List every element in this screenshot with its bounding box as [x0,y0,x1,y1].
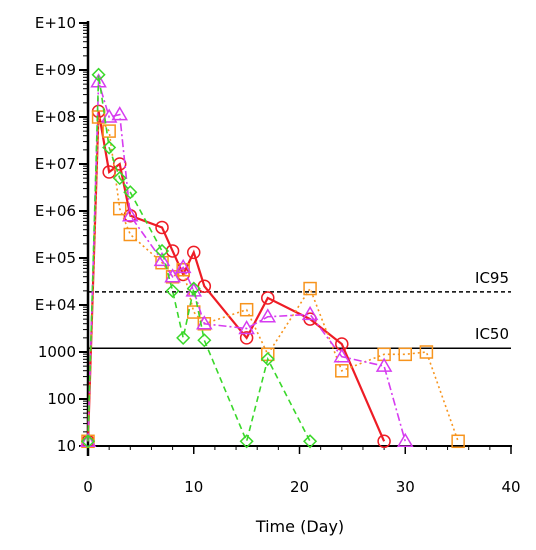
data-point [261,291,275,305]
data-point [239,302,254,317]
y-tick-label: E+08 [35,108,76,126]
x-tick-label: 10 [184,478,203,496]
series-line [86,111,386,442]
data-point [377,434,391,449]
data-point [303,281,317,296]
data-point [197,333,212,348]
data-point [102,124,116,138]
data-point [335,364,349,378]
ref-label-ic50: IC50 [475,325,509,343]
data-point [398,347,412,362]
data-point [154,243,170,259]
data-point [102,140,117,155]
data-point [123,227,138,242]
x-tick-label: 20 [290,478,309,496]
series-diamond [80,67,318,449]
axes: 10 100 1000 E+04 E+05 E+06 E+07 E+08 E+09 E+10 0 10… [35,14,521,496]
ref-label-ic95: IC95 [475,269,509,287]
y-tick-label: E+07 [35,155,76,173]
data-point [123,185,138,200]
data-point [396,432,414,448]
x-tick-label: 30 [396,478,415,496]
series-circle [81,104,391,449]
data-point [121,207,139,222]
y-tick-label: E+10 [35,14,76,32]
series-line [87,81,407,442]
y-tick-label: 1000 [38,343,76,361]
series-layer [79,67,465,449]
data-point [186,281,201,296]
data-point [111,106,129,121]
series-square [81,110,465,449]
data-point [239,331,254,345]
series-line [87,74,311,444]
series-triangle [79,73,414,448]
data-point [112,201,127,216]
data-point [301,305,319,321]
reference-lines: IC95 IC50 [88,269,511,349]
data-point [102,165,116,179]
data-point [176,330,191,345]
data-point [155,220,169,235]
data-point [174,258,192,274]
data-point [165,244,180,258]
data-point [333,348,351,363]
x-axis-title: Time (Day) [255,517,344,536]
data-point [239,434,254,449]
y-tick-label: 10 [57,437,76,455]
data-point [80,434,96,449]
data-point [185,282,203,297]
data-point [187,245,201,260]
y-tick-label: E+06 [35,202,76,220]
data-point [303,434,318,449]
y-tick-label: E+09 [35,61,76,79]
data-point [259,308,277,323]
y-tick-label: E+04 [35,296,76,314]
data-point [260,351,275,367]
data-point [112,171,127,186]
data-point [238,320,255,335]
x-tick-label: 40 [501,478,520,496]
y-tick-label: E+05 [35,249,76,267]
data-point [165,283,180,298]
data-point [91,67,106,82]
data-point [100,108,118,123]
y-tick-label: 100 [47,390,76,408]
data-point [451,434,465,449]
data-point [153,251,171,267]
data-point [375,357,393,372]
x-tick-label: 0 [83,478,93,496]
data-point [419,345,434,359]
series-line [87,114,459,442]
